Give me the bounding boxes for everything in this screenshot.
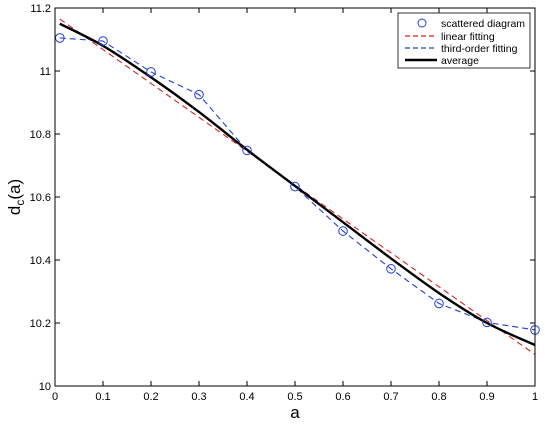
third-order-fitting-series-line [59,37,536,331]
x-tick-label: 0.9 [479,391,494,403]
y-tick-label: 10.4 [30,255,51,267]
legend-label-scattered: scattered diagram [441,18,525,30]
scattered-diagram-point [290,181,300,192]
legend-label-third-order: third-order fitting [441,43,518,55]
scattered-diagram-point [482,317,492,328]
y-tick-label: 10.6 [30,192,51,204]
y-tick-label: 10.8 [30,129,51,141]
series-layer [55,18,540,355]
scattered-diagram-point [386,264,396,274]
plot-background [55,8,535,386]
y-axis-label-subscript: c [13,200,27,206]
x-tick-label: 0 [52,391,58,403]
x-tick-label: 0.1 [95,391,110,403]
x-tick-label: 0.2 [143,391,158,403]
x-tick-label: 0.6 [335,391,350,403]
scattered-diagram-point [242,145,252,156]
y-tick-label: 11 [40,66,51,78]
y-axis-label: dc(a) [5,179,27,215]
legend-label-linear: linear fitting [441,31,495,43]
x-axis-label: a [290,403,300,422]
scattered-diagram-point [194,89,204,100]
x-tick-label: 0.8 [431,391,446,403]
legend: scattered diagram linear fitting third-o… [397,12,531,69]
y-tick-label: 10 [39,381,51,393]
x-tick-label: 0.7 [383,391,398,403]
x-tick-label: 0.3 [191,391,206,403]
average-series-line [59,22,536,347]
y-axis-label-tail: (a) [5,179,24,200]
scattered-diagram-point [434,298,444,309]
scattered-diagram-point [98,36,108,46]
y-tick-label: 11.2 [30,3,51,15]
x-tick-label: 0.4 [239,391,254,403]
y-tick-label: 10.2 [30,318,51,330]
legend-label-average: average [441,55,479,67]
plot-frame [54,7,536,387]
x-tick-label: 1 [532,391,538,403]
x-tick-label: 0.5 [287,391,302,403]
legend-marker-scattered [417,18,427,28]
y-axis-label-main: d [5,206,24,215]
scattered-diagram-point [338,226,348,236]
scattered-diagram-point [146,67,156,77]
tick-layer: 0 0.1 0.2 0.3 0.4 0.5 0.6 0.7 0.8 0.9 1 10 10.2 10.4 1… [30,3,538,403]
